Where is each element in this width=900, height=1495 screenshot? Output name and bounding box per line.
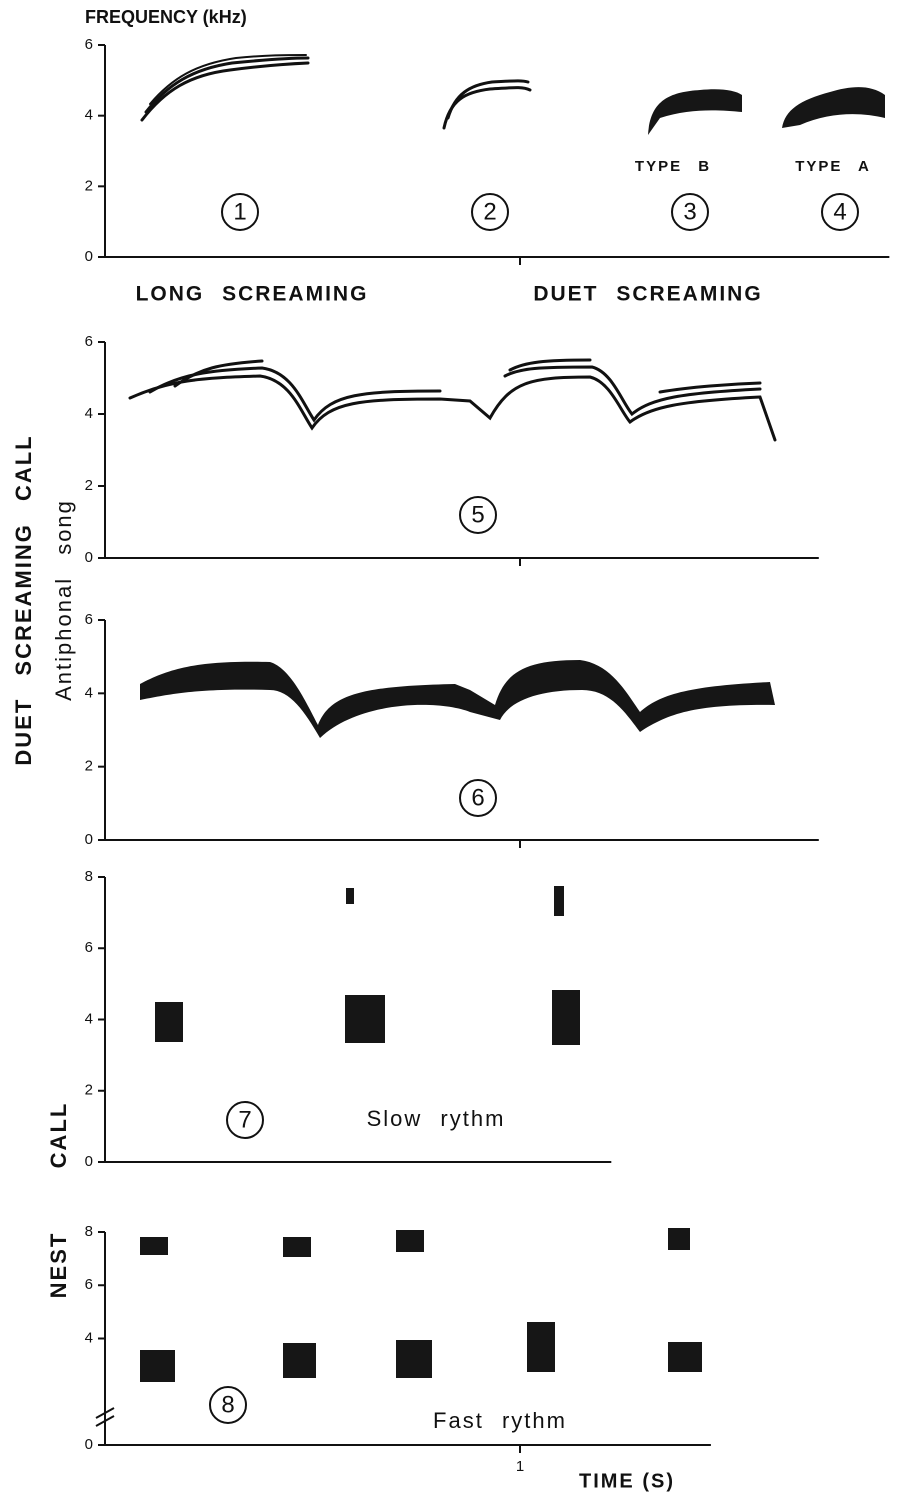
x-tick-label: 1	[516, 1458, 524, 1475]
trace	[442, 86, 532, 130]
trace	[140, 1350, 175, 1382]
marker-circle	[459, 779, 497, 817]
y-tick-label: 6	[85, 611, 93, 628]
marker-label: 7	[238, 1106, 251, 1133]
annotation: LONG SCREAMING	[136, 283, 369, 306]
marker-label: 8	[221, 1391, 234, 1418]
y-tick-label: 4	[85, 684, 93, 701]
y-tick-label: 6	[85, 1276, 93, 1293]
y-tick-label: 6	[85, 333, 93, 350]
trace	[527, 1322, 555, 1372]
trace	[128, 374, 777, 442]
marker-label: 4	[833, 198, 846, 225]
y-tick-label: 4	[85, 1329, 93, 1346]
annotation: DUET SCREAMING	[533, 283, 762, 306]
trace	[144, 56, 310, 114]
annotation: TYPE B	[635, 158, 711, 175]
trace	[345, 995, 385, 1043]
marker-label: 5	[471, 501, 484, 528]
marker-label: 1	[233, 198, 246, 225]
x-axis-label: TIME (S)	[579, 1470, 675, 1492]
y-tick-label: 2	[85, 1082, 93, 1099]
trace	[396, 1340, 432, 1378]
marker-circle	[671, 193, 709, 231]
y-tick-label: 0	[85, 1436, 93, 1453]
trace	[668, 1342, 702, 1372]
marker-label: 6	[471, 784, 484, 811]
spectrogram-traces	[95, 54, 885, 1427]
y-tick-label: 2	[85, 177, 93, 194]
y-tick-label: 2	[85, 477, 93, 494]
y-tick-label: 2	[85, 758, 93, 775]
side-label: Antiphonal song	[51, 499, 76, 701]
annotation: TYPE A	[795, 158, 871, 175]
trace	[668, 1228, 690, 1250]
trace	[140, 1237, 168, 1255]
marker-circle	[221, 193, 259, 231]
y-tick-label: 4	[85, 107, 93, 124]
annotation: Slow rythm	[367, 1106, 506, 1131]
marker-circle	[226, 1101, 264, 1139]
trace	[648, 89, 742, 135]
marker-circle	[459, 496, 497, 534]
trace	[346, 888, 354, 904]
trace	[149, 54, 307, 105]
y-tick-label: 0	[85, 831, 93, 848]
y-tick-label: 6	[85, 36, 93, 53]
y-tick-label: 0	[85, 549, 93, 566]
trace	[782, 87, 885, 128]
marker-circle	[821, 193, 859, 231]
marker-circle	[209, 1386, 247, 1424]
trace	[155, 1002, 183, 1042]
y-axis-label: FREQUENCY (kHz)	[85, 7, 247, 27]
trace	[552, 990, 580, 1045]
trace	[173, 358, 762, 394]
trace	[283, 1237, 311, 1257]
trace	[148, 365, 762, 423]
y-tick-label: 6	[85, 939, 93, 956]
trace	[554, 886, 564, 916]
y-tick-label: 4	[85, 1010, 93, 1027]
side-label: NEST	[46, 1232, 71, 1299]
trace	[140, 660, 775, 738]
trace	[446, 79, 530, 120]
trace	[396, 1230, 424, 1252]
y-tick-label: 4	[85, 405, 93, 422]
y-tick-label: 8	[85, 868, 93, 885]
y-tick-label: 8	[85, 1223, 93, 1240]
trace	[140, 61, 310, 122]
side-label: CALL	[46, 1102, 71, 1169]
marker-label: 2	[483, 198, 496, 225]
annotation: Fast rythm	[433, 1408, 567, 1433]
side-label: DUET SCREAMING CALL	[11, 434, 36, 765]
trace	[283, 1343, 316, 1378]
marker-circle	[471, 193, 509, 231]
y-tick-label: 0	[85, 1153, 93, 1170]
y-tick-label: 0	[85, 248, 93, 265]
marker-label: 3	[683, 198, 696, 225]
